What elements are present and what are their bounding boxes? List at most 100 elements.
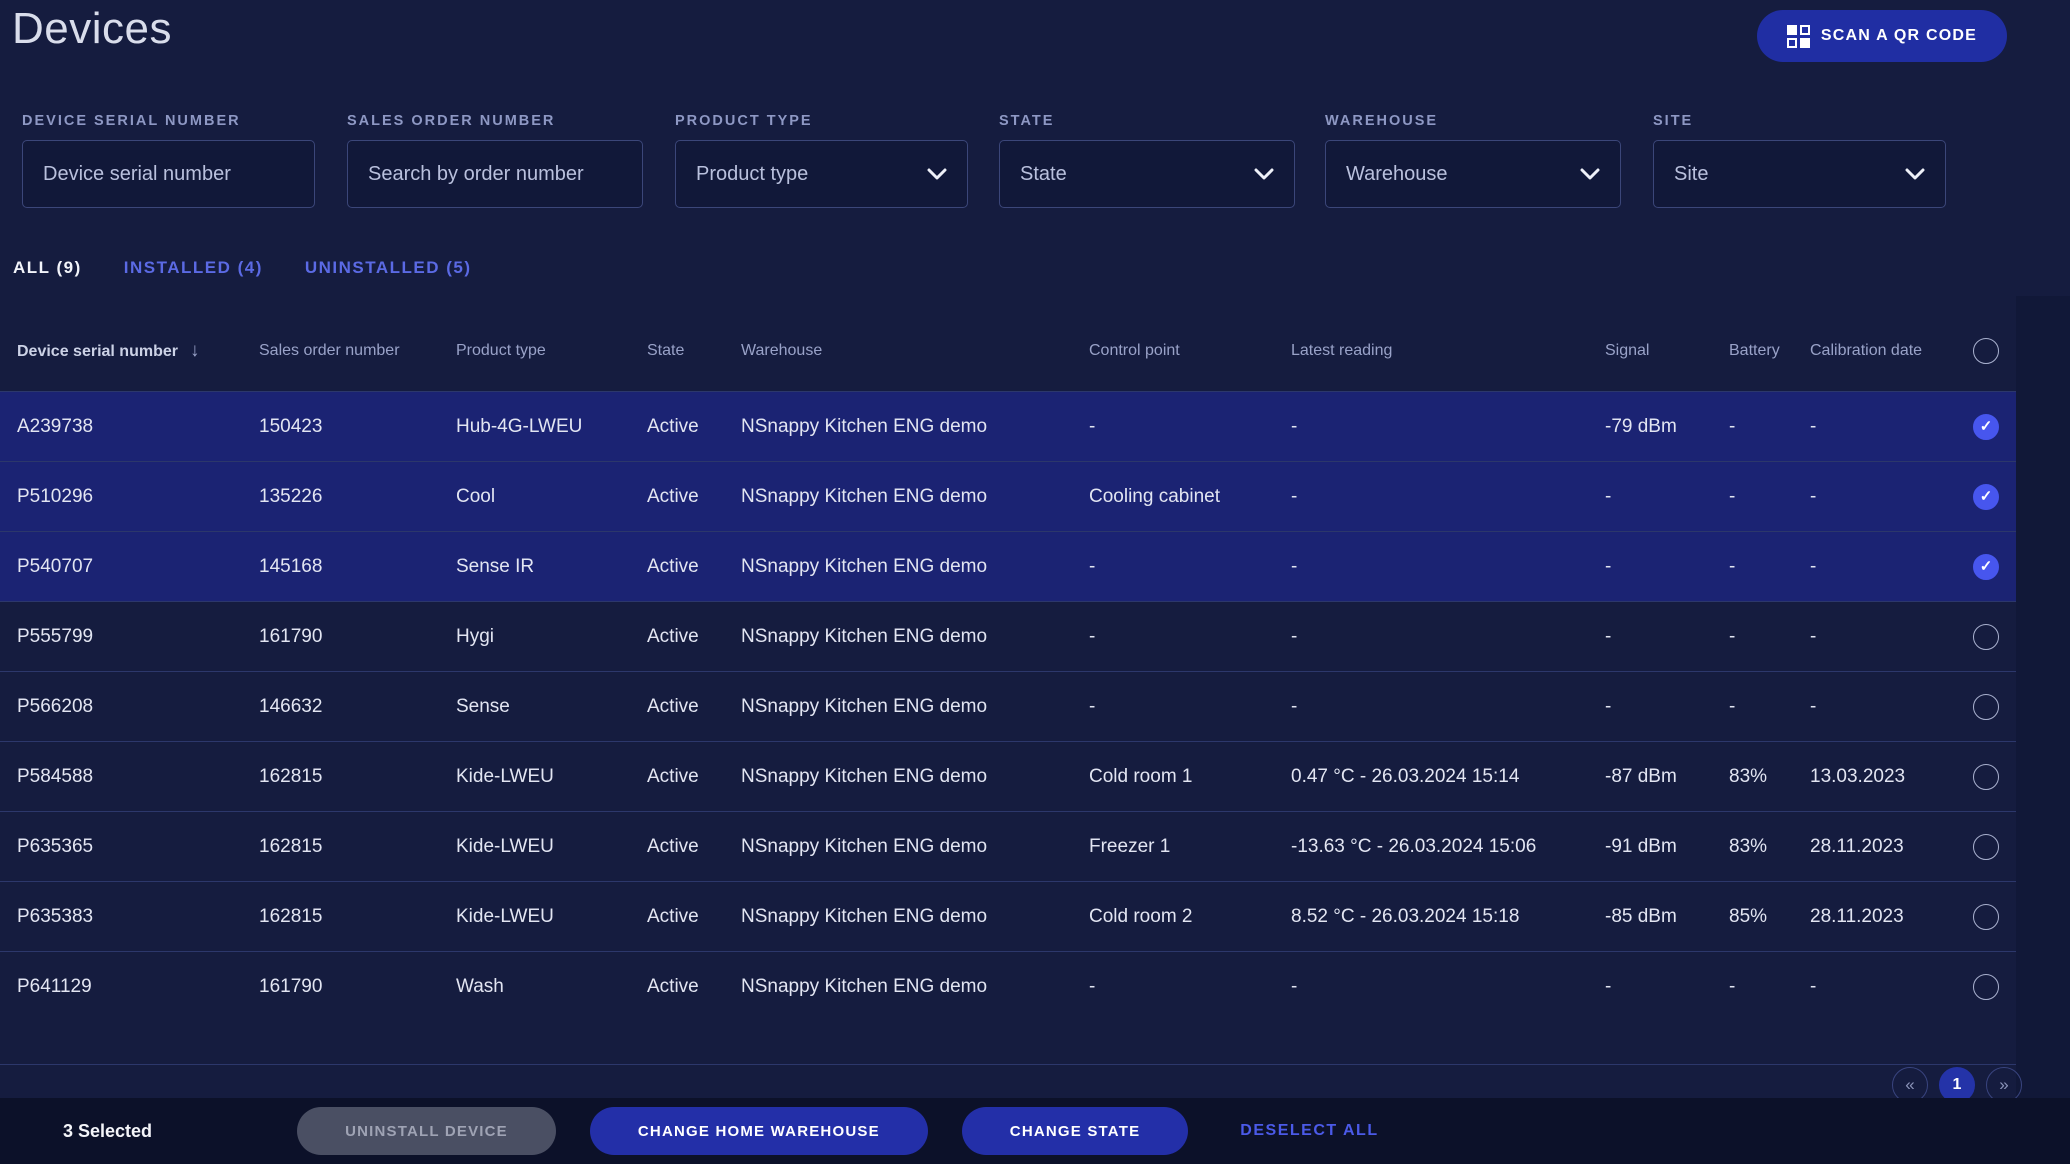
arrow-down-icon[interactable]: ↓	[189, 339, 200, 361]
site-label: SITE	[1653, 113, 1694, 129]
cell-calibration-date: 28.11.2023	[1810, 905, 1904, 927]
cell-warehouse: NSnappy Kitchen ENG demo	[741, 485, 988, 507]
qr-code-icon	[1786, 24, 1810, 48]
change-state-button[interactable]: CHANGE STATE	[961, 1107, 1189, 1155]
cell-device-serial-number: A239738	[17, 415, 94, 437]
cell-battery: 83%	[1729, 835, 1768, 857]
device-serial-number-label: DEVICE SERIAL NUMBER	[22, 113, 241, 129]
change-home-warehouse-button[interactable]: CHANGE HOME WAREHOUSE	[589, 1107, 928, 1155]
site-select[interactable]: Site	[1653, 140, 1946, 208]
cell-sales-order-number: 146632	[259, 695, 323, 717]
cell-warehouse: NSnappy Kitchen ENG demo	[741, 765, 988, 787]
tab-all[interactable]: ALL (9)	[13, 258, 82, 277]
cell-device-serial-number: P510296	[17, 485, 94, 507]
filter-warehouse: WAREHOUSE Warehouse	[1325, 113, 1621, 208]
cell-latest-reading: 8.52 °C - 26.03.2024 15:18	[1291, 905, 1520, 927]
device-serial-number-input[interactable]	[22, 140, 315, 208]
site-value: Site	[1674, 162, 1709, 185]
chevron-down-icon	[927, 168, 947, 180]
column-header-calibration-date: Calibration date	[1810, 341, 1923, 359]
cell-sales-order-number: 135226	[259, 485, 323, 507]
state-value: State	[1020, 162, 1067, 185]
table-row[interactable]: P540707 145168 Sense IR Active NSnappy K…	[0, 531, 2016, 601]
cell-warehouse: NSnappy Kitchen ENG demo	[741, 555, 988, 577]
cell-product-type: Hub-4G-LWEU	[456, 415, 583, 437]
chevron-down-icon	[1905, 168, 1925, 180]
table-row[interactable]: P584588 162815 Kide-LWEU Active NSnappy …	[0, 741, 2016, 811]
cell-state: Active	[647, 695, 699, 717]
column-header-warehouse: Warehouse	[741, 341, 823, 359]
cell-device-serial-number: P566208	[17, 695, 94, 717]
row-checkbox[interactable]: ✓	[1973, 903, 1999, 930]
cell-signal: -	[1605, 485, 1612, 507]
cell-control-point: Cooling cabinet	[1089, 485, 1220, 507]
filter-product-type: PRODUCT TYPE Product type	[675, 113, 968, 208]
cell-control-point: Cold room 2	[1089, 905, 1193, 927]
state-select[interactable]: State	[999, 140, 1295, 208]
cell-state: Active	[647, 485, 699, 507]
product-type-select[interactable]: Product type	[675, 140, 968, 208]
cell-control-point: -	[1089, 555, 1096, 577]
table-row[interactable]: P635383 162815 Kide-LWEU Active NSnappy …	[0, 881, 2016, 951]
cell-signal: -	[1605, 555, 1612, 577]
cell-signal: -	[1605, 625, 1612, 647]
check-icon: ✓	[1979, 418, 1993, 435]
cell-signal: -91 dBm	[1605, 835, 1677, 857]
table-row[interactable]: A239738 150423 Hub-4G-LWEU Active NSnapp…	[0, 391, 2016, 461]
state-label: STATE	[999, 113, 1055, 129]
uninstall-device-button[interactable]: UNINSTALL DEVICE	[297, 1107, 556, 1155]
tab-installed[interactable]: INSTALLED (4)	[123, 258, 263, 277]
cell-warehouse: NSnappy Kitchen ENG demo	[741, 905, 988, 927]
cell-calibration-date: -	[1810, 555, 1817, 577]
cell-signal: -	[1605, 975, 1612, 997]
cell-sales-order-number: 161790	[259, 625, 323, 647]
row-checkbox[interactable]: ✓	[1973, 623, 1999, 650]
cell-battery: 83%	[1729, 765, 1768, 787]
cell-device-serial-number: P540707	[17, 555, 94, 577]
row-checkbox[interactable]: ✓	[1973, 693, 1999, 720]
cell-signal: -79 dBm	[1605, 415, 1677, 437]
sales-order-number-label: SALES ORDER NUMBER	[347, 113, 556, 129]
selection-action-bar: 3 Selected UNINSTALL DEVICE CHANGE HOME …	[0, 1098, 2070, 1164]
table-row[interactable]: P566208 146632 Sense Active NSnappy Kitc…	[0, 671, 2016, 741]
scan-qr-code-button[interactable]: SCAN A QR CODE	[1756, 10, 2007, 62]
row-checkbox[interactable]: ✓	[1973, 973, 1999, 1000]
table-header-row: Device serial number ↓ Sales order number…	[0, 296, 2016, 391]
cell-sales-order-number: 162815	[259, 765, 323, 787]
cell-latest-reading: -	[1291, 555, 1298, 577]
cell-sales-order-number: 162815	[259, 905, 323, 927]
row-checkbox[interactable]: ✓	[1973, 483, 1999, 510]
table-row[interactable]: P555799 161790 Hygi Active NSnappy Kitch…	[0, 601, 2016, 671]
cell-control-point: -	[1089, 625, 1096, 647]
cell-state: Active	[647, 835, 699, 857]
row-checkbox[interactable]: ✓	[1973, 833, 1999, 860]
cell-sales-order-number: 150423	[259, 415, 323, 437]
row-checkbox[interactable]: ✓	[1973, 553, 1999, 580]
column-header-latest-reading: Latest reading	[1291, 341, 1393, 359]
warehouse-select[interactable]: Warehouse	[1325, 140, 1621, 208]
table-row[interactable]: P635365 162815 Kide-LWEU Active NSnappy …	[0, 811, 2016, 881]
cell-signal: -87 dBm	[1605, 765, 1677, 787]
cell-battery: -	[1729, 695, 1736, 717]
table-row[interactable]: P510296 135226 Cool Active NSnappy Kitch…	[0, 461, 2016, 531]
cell-latest-reading: -13.63 °C - 26.03.2024 15:06	[1291, 835, 1537, 857]
sales-order-number-input[interactable]	[347, 140, 643, 208]
cell-calibration-date: 28.11.2023	[1810, 835, 1904, 857]
filter-device-serial-number: DEVICE SERIAL NUMBER	[22, 113, 315, 208]
cell-product-type: Sense	[456, 695, 510, 717]
column-header-control-point: Control point	[1089, 341, 1180, 359]
check-icon: ✓	[1979, 558, 1993, 575]
column-header-device-serial-number[interactable]: Device serial number ↓	[17, 339, 200, 361]
tab-uninstalled[interactable]: UNINSTALLED (5)	[304, 258, 472, 277]
cell-control-point: Cold room 1	[1089, 765, 1193, 787]
cell-latest-reading: -	[1291, 625, 1298, 647]
chevron-down-icon	[1580, 168, 1600, 180]
row-checkbox[interactable]: ✓	[1973, 763, 1999, 790]
cell-product-type: Wash	[456, 975, 504, 997]
cell-signal: -	[1605, 695, 1612, 717]
cell-latest-reading: 0.47 °C - 26.03.2024 15:14	[1291, 765, 1520, 787]
table-row[interactable]: P641129 161790 Wash Active NSnappy Kitch…	[0, 951, 2016, 1021]
select-all-checkbox[interactable]: ✓	[1973, 337, 1999, 364]
row-checkbox[interactable]: ✓	[1973, 413, 1999, 440]
deselect-all-link[interactable]: DESELECT ALL	[1240, 1122, 1379, 1139]
